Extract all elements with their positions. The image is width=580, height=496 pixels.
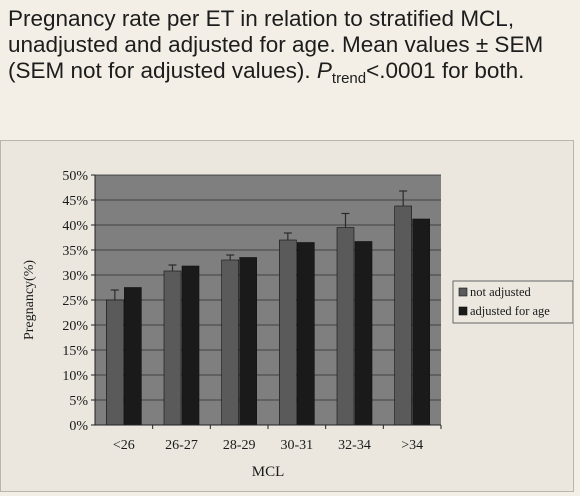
legend-swatch-adjusted-for-age: [458, 306, 468, 316]
bar-adjusted-for-age: [181, 265, 200, 426]
bar-not-adjusted: [336, 227, 355, 426]
figure-caption: Pregnancy rate per ET in relation to str…: [8, 6, 576, 92]
y-tick-label: 0%: [69, 419, 88, 434]
x-tick-label: 28-29: [223, 438, 256, 453]
y-tick-label: 25%: [62, 294, 88, 309]
x-tick-label: 30-31: [280, 438, 313, 453]
legend: not adjusted adjusted for age: [452, 280, 574, 324]
x-axis-label: MCL: [252, 464, 285, 480]
legend-label-not-adjusted: not adjusted: [470, 285, 532, 299]
caption-p-symbol: P: [316, 58, 332, 83]
y-tick-label: 10%: [62, 369, 88, 384]
bar-adjusted-for-age: [297, 242, 315, 426]
legend-label-adjusted-for-age: adjusted for age: [470, 304, 550, 318]
bar-adjusted-for-age: [354, 241, 373, 426]
y-tick-label: 20%: [62, 319, 88, 334]
y-tick-label: 35%: [62, 244, 88, 259]
x-tick-label: >34: [401, 438, 423, 453]
y-tick-label: 40%: [62, 219, 88, 234]
caption-p-rest: <.0001 for both.: [366, 58, 525, 83]
bar-not-adjusted: [106, 299, 124, 426]
x-tick-label: <26: [113, 438, 135, 453]
bar-adjusted-for-age: [412, 218, 430, 426]
bar-adjusted-for-age: [124, 287, 142, 426]
bar-chart: 0% 5% 10% 15% 20% 25% 30% 35% 40% 45% 50% <26 26-27…: [22, 169, 574, 480]
x-tick-label: 32-34: [338, 438, 371, 453]
y-tick-label: 50%: [62, 169, 88, 184]
y-tick-label: 45%: [62, 194, 88, 209]
legend-box: [452, 280, 574, 324]
y-axis-label: Pregnancy(%): [22, 260, 37, 340]
bar-not-adjusted: [221, 259, 239, 426]
y-tick-label: 5%: [69, 394, 88, 409]
x-tick-label: 26-27: [165, 438, 198, 453]
bar-adjusted-for-age: [239, 257, 257, 426]
chart-figure: 0% 5% 10% 15% 20% 25% 30% 35% 40% 45% 50% <26 26-27…: [0, 140, 574, 492]
bar-not-adjusted: [394, 205, 412, 426]
caption-main: Pregnancy rate per ET in relation to str…: [8, 6, 544, 83]
legend-swatch-not-adjusted: [458, 287, 468, 297]
y-tick-label: 15%: [62, 344, 88, 359]
bar-not-adjusted: [163, 270, 182, 426]
caption-p-subscript: trend: [331, 70, 367, 87]
bar-not-adjusted: [279, 239, 297, 426]
y-tick-label: 30%: [62, 269, 88, 284]
